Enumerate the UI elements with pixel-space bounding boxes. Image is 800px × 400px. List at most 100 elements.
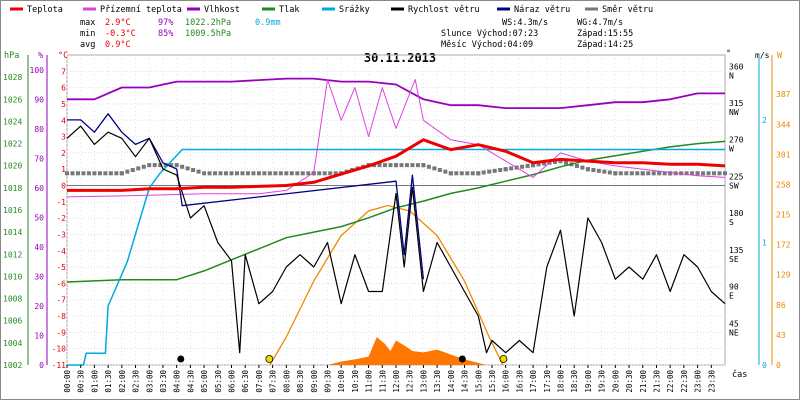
pressure-tick: 1024 [3, 117, 22, 126]
temperature-tick: 3 [61, 133, 66, 142]
stats-sun-set: Západ:15:55 [577, 29, 633, 39]
pressure-tick: 1002 [3, 361, 22, 370]
direction-label: NE [729, 328, 739, 337]
x-tick-label: 04:00 [173, 370, 182, 393]
x-tick-label: 11:30 [378, 370, 387, 393]
humidity-tick: 60 [34, 184, 44, 193]
x-tick-label: 09:00 [310, 370, 319, 393]
unit-temp: °C [58, 51, 68, 61]
wind-direction-mark [163, 163, 168, 168]
x-tick-label: 07:00 [255, 370, 264, 393]
wind-direction-mark [476, 171, 481, 176]
x-tick-label: 08:30 [296, 370, 305, 393]
wind-tick: 2 [762, 116, 767, 125]
wind-direction-mark [613, 171, 618, 176]
temperature-tick: -6 [56, 279, 66, 288]
humidity-tick: 10 [34, 331, 44, 340]
wind-direction-mark [75, 171, 80, 176]
wind-direction-mark [207, 171, 212, 176]
direction-label: SE [729, 255, 739, 264]
temperature-tick: -3 [56, 230, 66, 239]
wind-direction-mark [141, 164, 146, 169]
wind-direction-mark [558, 159, 563, 164]
wind-direction-mark [119, 171, 124, 176]
axes: 1002100410061008101010121014101610181020… [3, 55, 791, 370]
wind-direction-mark [234, 171, 239, 176]
x-tick-label: 21:30 [652, 370, 661, 393]
pressure-tick: 1020 [3, 162, 22, 171]
temperature-tick: 6 [61, 84, 66, 93]
stats-avg-temp: 0.9°C [105, 40, 131, 50]
wind-direction-mark [596, 168, 601, 173]
x-tick-label: 07:30 [269, 370, 278, 393]
wind-direction-mark [662, 171, 667, 176]
wind-direction-mark [136, 166, 141, 171]
wind-direction-mark [426, 164, 431, 169]
x-tick-label: 18:30 [570, 370, 579, 393]
humidity-tick: 50 [34, 213, 44, 222]
x-tick-label: 05:30 [214, 370, 223, 393]
legend-label: Rychlost větru [408, 5, 480, 15]
pressure-tick: 1018 [3, 184, 22, 193]
wind-tick: 1 [762, 238, 767, 247]
solar-tick: 129 [776, 271, 791, 280]
stats-min-temp: -0.3°C [105, 29, 136, 39]
x-tick-label: 03:00 [145, 370, 154, 393]
wind-direction-mark [328, 171, 333, 176]
direction-tick: 225 [729, 172, 744, 181]
wind-direction-mark [311, 171, 316, 176]
x-tick-label: 01:30 [104, 370, 113, 393]
wind-direction-mark [213, 171, 218, 176]
x-tick-label: 04:30 [186, 370, 195, 393]
x-tick-label: 16:30 [515, 370, 524, 393]
wind-direction-mark [202, 171, 207, 176]
pressure-tick: 1006 [3, 317, 22, 326]
x-tick-label: 22:00 [666, 370, 675, 393]
wind-direction-mark [262, 171, 267, 176]
direction-tick: 315 [729, 99, 744, 108]
direction-tick: 360 [729, 62, 744, 71]
wind-direction-mark [706, 171, 711, 176]
x-tick-label: 21:00 [639, 370, 648, 393]
temperature-tick: -2 [56, 214, 66, 223]
stats-wg: WG:4.7m/s [577, 18, 623, 28]
pressure-tick: 1012 [3, 250, 22, 259]
series-line-ground [66, 79, 726, 198]
wind-direction-mark [607, 170, 612, 175]
x-tick-label: 20:00 [611, 370, 620, 393]
x-tick-label: 02:30 [132, 370, 141, 393]
wind-direction-mark [454, 171, 459, 176]
wind-direction-mark [542, 161, 547, 166]
wind-direction-mark [333, 171, 338, 176]
legend-label: Vlhkost [204, 5, 240, 15]
pressure-tick: 1028 [3, 73, 22, 82]
wind-direction-mark [86, 171, 91, 176]
stats-max-label: max [80, 18, 95, 28]
wind-direction-mark [388, 163, 393, 168]
wind-direction-mark [503, 167, 508, 172]
direction-tick: 90 [729, 283, 739, 292]
wind-direction-mark [415, 163, 420, 168]
sun-moon-markers [177, 355, 508, 363]
x-tick-label: 09:30 [323, 370, 332, 393]
solar-tick: 387 [776, 90, 791, 99]
x-tick-label: 01:00 [90, 370, 99, 393]
x-tick-label: 18:00 [557, 370, 566, 393]
wind-direction-mark [580, 165, 585, 170]
wind-direction-mark [256, 171, 261, 176]
wind-direction-mark [470, 171, 475, 176]
wind-direction-mark [585, 167, 590, 172]
temperature-tick: 5 [61, 100, 66, 109]
stats-avg-label: avg [80, 40, 95, 50]
direction-label: NW [729, 108, 739, 117]
pressure-tick: 1008 [3, 295, 22, 304]
wind-direction-mark [459, 171, 464, 176]
wind-direction-mark [295, 171, 300, 176]
wind-direction-mark [629, 171, 634, 176]
series-line-temp [67, 138, 726, 192]
wind-direction-mark [684, 171, 689, 176]
x-tick-label: 13:00 [419, 370, 428, 393]
wind-direction-mark [712, 171, 717, 176]
wind-direction-mark [646, 171, 651, 176]
